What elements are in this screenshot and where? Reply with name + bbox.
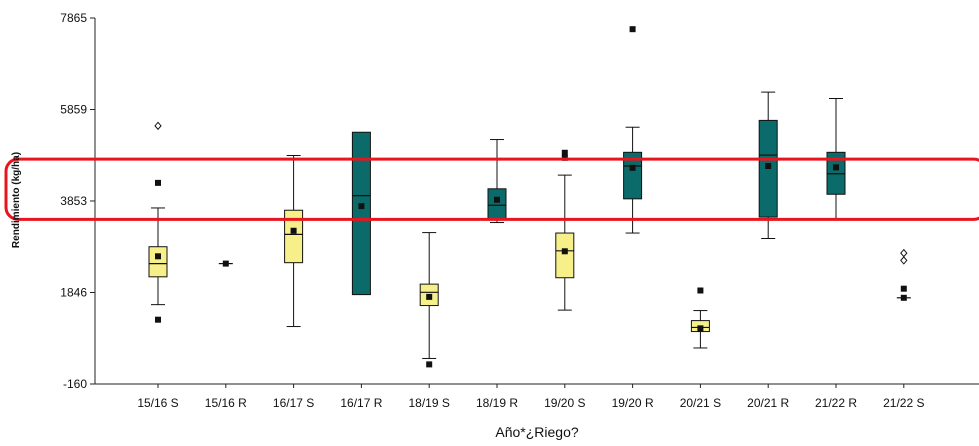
x-category-label: 16/17 S <box>273 396 314 410</box>
x-category-label: 21/22 S <box>883 396 924 410</box>
x-category-label: 18/19 R <box>476 396 518 410</box>
box-iqr <box>623 151 643 200</box>
x-category-label: 20/21 S <box>680 396 721 410</box>
x-category-label: 15/16 R <box>205 396 247 410</box>
box-16-17-s <box>284 155 304 328</box>
box-21-22-r <box>826 97 846 220</box>
x-category-label: 20/21 R <box>747 396 789 410</box>
outlier-point <box>900 248 908 258</box>
mean-marker <box>900 294 907 301</box>
box-iqr <box>351 131 371 296</box>
outlier-point <box>629 26 636 33</box>
box-19-20-r <box>623 126 643 234</box>
outlier-point <box>561 149 568 156</box>
mean-marker <box>222 260 229 267</box>
axes <box>94 18 979 385</box>
mean-marker <box>426 293 433 300</box>
outlier-point <box>697 287 704 294</box>
boxes <box>148 91 911 359</box>
x-category-label: 15/16 S <box>137 396 178 410</box>
y-tick-label: 5859 <box>60 102 87 116</box>
box-iqr <box>148 246 168 278</box>
x-category-label: 18/19 S <box>409 396 450 410</box>
outlier-point <box>426 361 433 368</box>
x-category-label: 16/17 R <box>340 396 382 410</box>
y-tick-label: -160 <box>63 377 87 391</box>
box-19-20-s <box>555 174 575 311</box>
box-15-16-s <box>148 207 168 306</box>
x-category-label: 19/20 R <box>612 396 654 410</box>
y-tick-label: 7865 <box>60 11 87 25</box>
mean-marker <box>358 203 365 210</box>
outlier-point <box>900 285 907 292</box>
highlight-layer <box>4 157 979 221</box>
box-20-21-r <box>758 91 778 240</box>
box-18-19-s <box>419 232 439 359</box>
mean-marker <box>629 164 636 171</box>
outlier-point <box>154 121 162 131</box>
mean-marker <box>494 196 500 203</box>
box-iqr <box>284 209 304 264</box>
x-category-label: 21/22 R <box>815 396 857 410</box>
y-axis-title: Rendimiento (kg/ha) <box>11 152 22 248</box>
mean-marker <box>561 248 568 255</box>
y-tick-label: 3853 <box>60 194 87 208</box>
box-18-19-r <box>487 139 507 224</box>
y-tick-label: 1846 <box>60 286 87 300</box>
mean-marker <box>697 325 704 332</box>
box-16-17-r <box>351 131 371 296</box>
x-category-label: 19/20 S <box>544 396 585 410</box>
outliers <box>154 26 908 368</box>
outlier-point <box>155 179 161 186</box>
highlight-band <box>4 157 979 221</box>
box-15-16-r <box>218 260 233 267</box>
mean-marker <box>833 164 839 171</box>
mean-marker <box>765 162 772 169</box>
outlier-point <box>900 256 908 265</box>
box-20-21-s <box>690 310 710 349</box>
box-iqr <box>555 232 575 279</box>
mean-marker <box>155 253 161 260</box>
x-ticks: 15/16 S 15/16 R 16/17 S 16/17 R 18/19 S 18/19… <box>137 384 924 410</box>
box-21-22-s <box>896 294 911 301</box>
box-iqr <box>487 188 507 220</box>
outlier-point <box>155 316 161 323</box>
y-ticks: 7865 5859 3853 1846 -160 <box>60 11 95 391</box>
x-axis-title: Año*¿Riego? <box>495 424 578 440</box>
mean-marker <box>290 227 297 234</box>
